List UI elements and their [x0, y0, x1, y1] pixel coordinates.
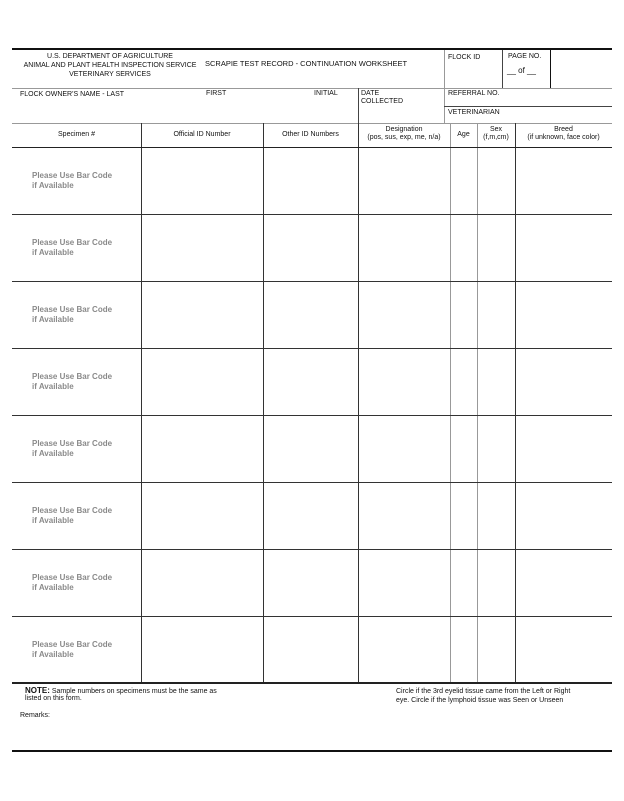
barcode-placeholder: Please Use Bar Code	[32, 640, 113, 649]
barcode-placeholder-2: if Available	[32, 181, 74, 190]
barcode-placeholder-2: if Available	[32, 650, 74, 659]
row-divider	[12, 415, 612, 416]
row-divider	[12, 616, 612, 617]
barcode-placeholder-2: if Available	[32, 315, 74, 324]
barcode-placeholder-2: if Available	[32, 516, 74, 525]
owner-last-label: FLOCK OWNER'S NAME - LAST	[20, 91, 125, 98]
owner-initial-label: INITIAL	[314, 90, 338, 97]
page-no-label: PAGE NO.	[508, 53, 542, 60]
row-divider	[12, 348, 612, 349]
barcode-placeholder: Please Use Bar Code	[32, 439, 113, 448]
column-header: Breed	[554, 126, 573, 133]
collected-label: COLLECTED	[361, 98, 404, 105]
barcode-placeholder: Please Use Bar Code	[32, 573, 113, 582]
barcode-placeholder: Please Use Bar Code	[32, 171, 113, 180]
column-header: Other ID Numbers	[282, 131, 339, 138]
column-subheader: (if unknown, face color)	[527, 134, 600, 141]
owner-first-label: FIRST	[206, 90, 227, 97]
barcode-placeholder-2: if Available	[32, 583, 74, 592]
column-divider	[450, 123, 451, 682]
column-divider	[515, 123, 516, 682]
column-subheader: (pos, sus, exp, me, n/a)	[367, 134, 441, 141]
column-header: Age	[457, 131, 470, 138]
agency-line-2: ANIMAL AND PLANT HEALTH INSPECTION SERVI…	[23, 62, 197, 69]
barcode-placeholder: Please Use Bar Code	[32, 305, 113, 314]
column-header: Official ID Number	[173, 131, 231, 138]
column-divider	[358, 123, 359, 682]
column-header: Designation	[385, 126, 423, 133]
column-divider	[477, 123, 478, 682]
referral-label: REFERRAL NO.	[448, 90, 500, 97]
form-title: SCRAPIE TEST RECORD - CONTINUATION WORKS…	[205, 59, 408, 68]
barcode-placeholder-2: if Available	[32, 382, 74, 391]
row-divider	[12, 281, 612, 282]
barcode-placeholder-2: if Available	[32, 248, 74, 257]
note-text: NOTE: Sample numbers on specimens must b…	[25, 686, 217, 696]
note-text-2: listed on this form.	[25, 695, 82, 702]
flock-id-label: FLOCK ID	[448, 54, 481, 61]
row-divider	[12, 549, 612, 550]
column-header: Specimen #	[58, 131, 95, 138]
remarks-label: Remarks:	[20, 712, 50, 719]
barcode-placeholder: Please Use Bar Code	[32, 238, 113, 247]
barcode-placeholder: Please Use Bar Code	[32, 506, 113, 515]
column-divider	[141, 123, 142, 682]
column-header: Sex	[489, 126, 503, 133]
column-subheader: (f,m,cm)	[483, 134, 509, 141]
veterinarian-label: VETERINARIAN	[448, 109, 500, 116]
circle-instruction-1: Circle if the 3rd eyelid tissue came fro…	[396, 688, 571, 695]
bottom-rule	[12, 750, 612, 752]
note-label: NOTE:	[25, 686, 50, 695]
barcode-placeholder: Please Use Bar Code	[32, 372, 113, 381]
barcode-placeholder-2: if Available	[32, 449, 74, 458]
date-label: DATE	[361, 90, 380, 97]
top-rule	[12, 48, 612, 50]
page-of[interactable]: __ of __	[507, 66, 536, 75]
row-divider	[12, 482, 612, 483]
agency-line-3: VETERINARY SERVICES	[69, 71, 151, 78]
agency-line-1: U.S. DEPARTMENT OF AGRICULTURE	[47, 53, 173, 60]
circle-instruction-2: eye. Circle if the lymphoid tissue was S…	[396, 697, 564, 704]
row-divider	[12, 214, 612, 215]
column-divider	[263, 123, 264, 682]
